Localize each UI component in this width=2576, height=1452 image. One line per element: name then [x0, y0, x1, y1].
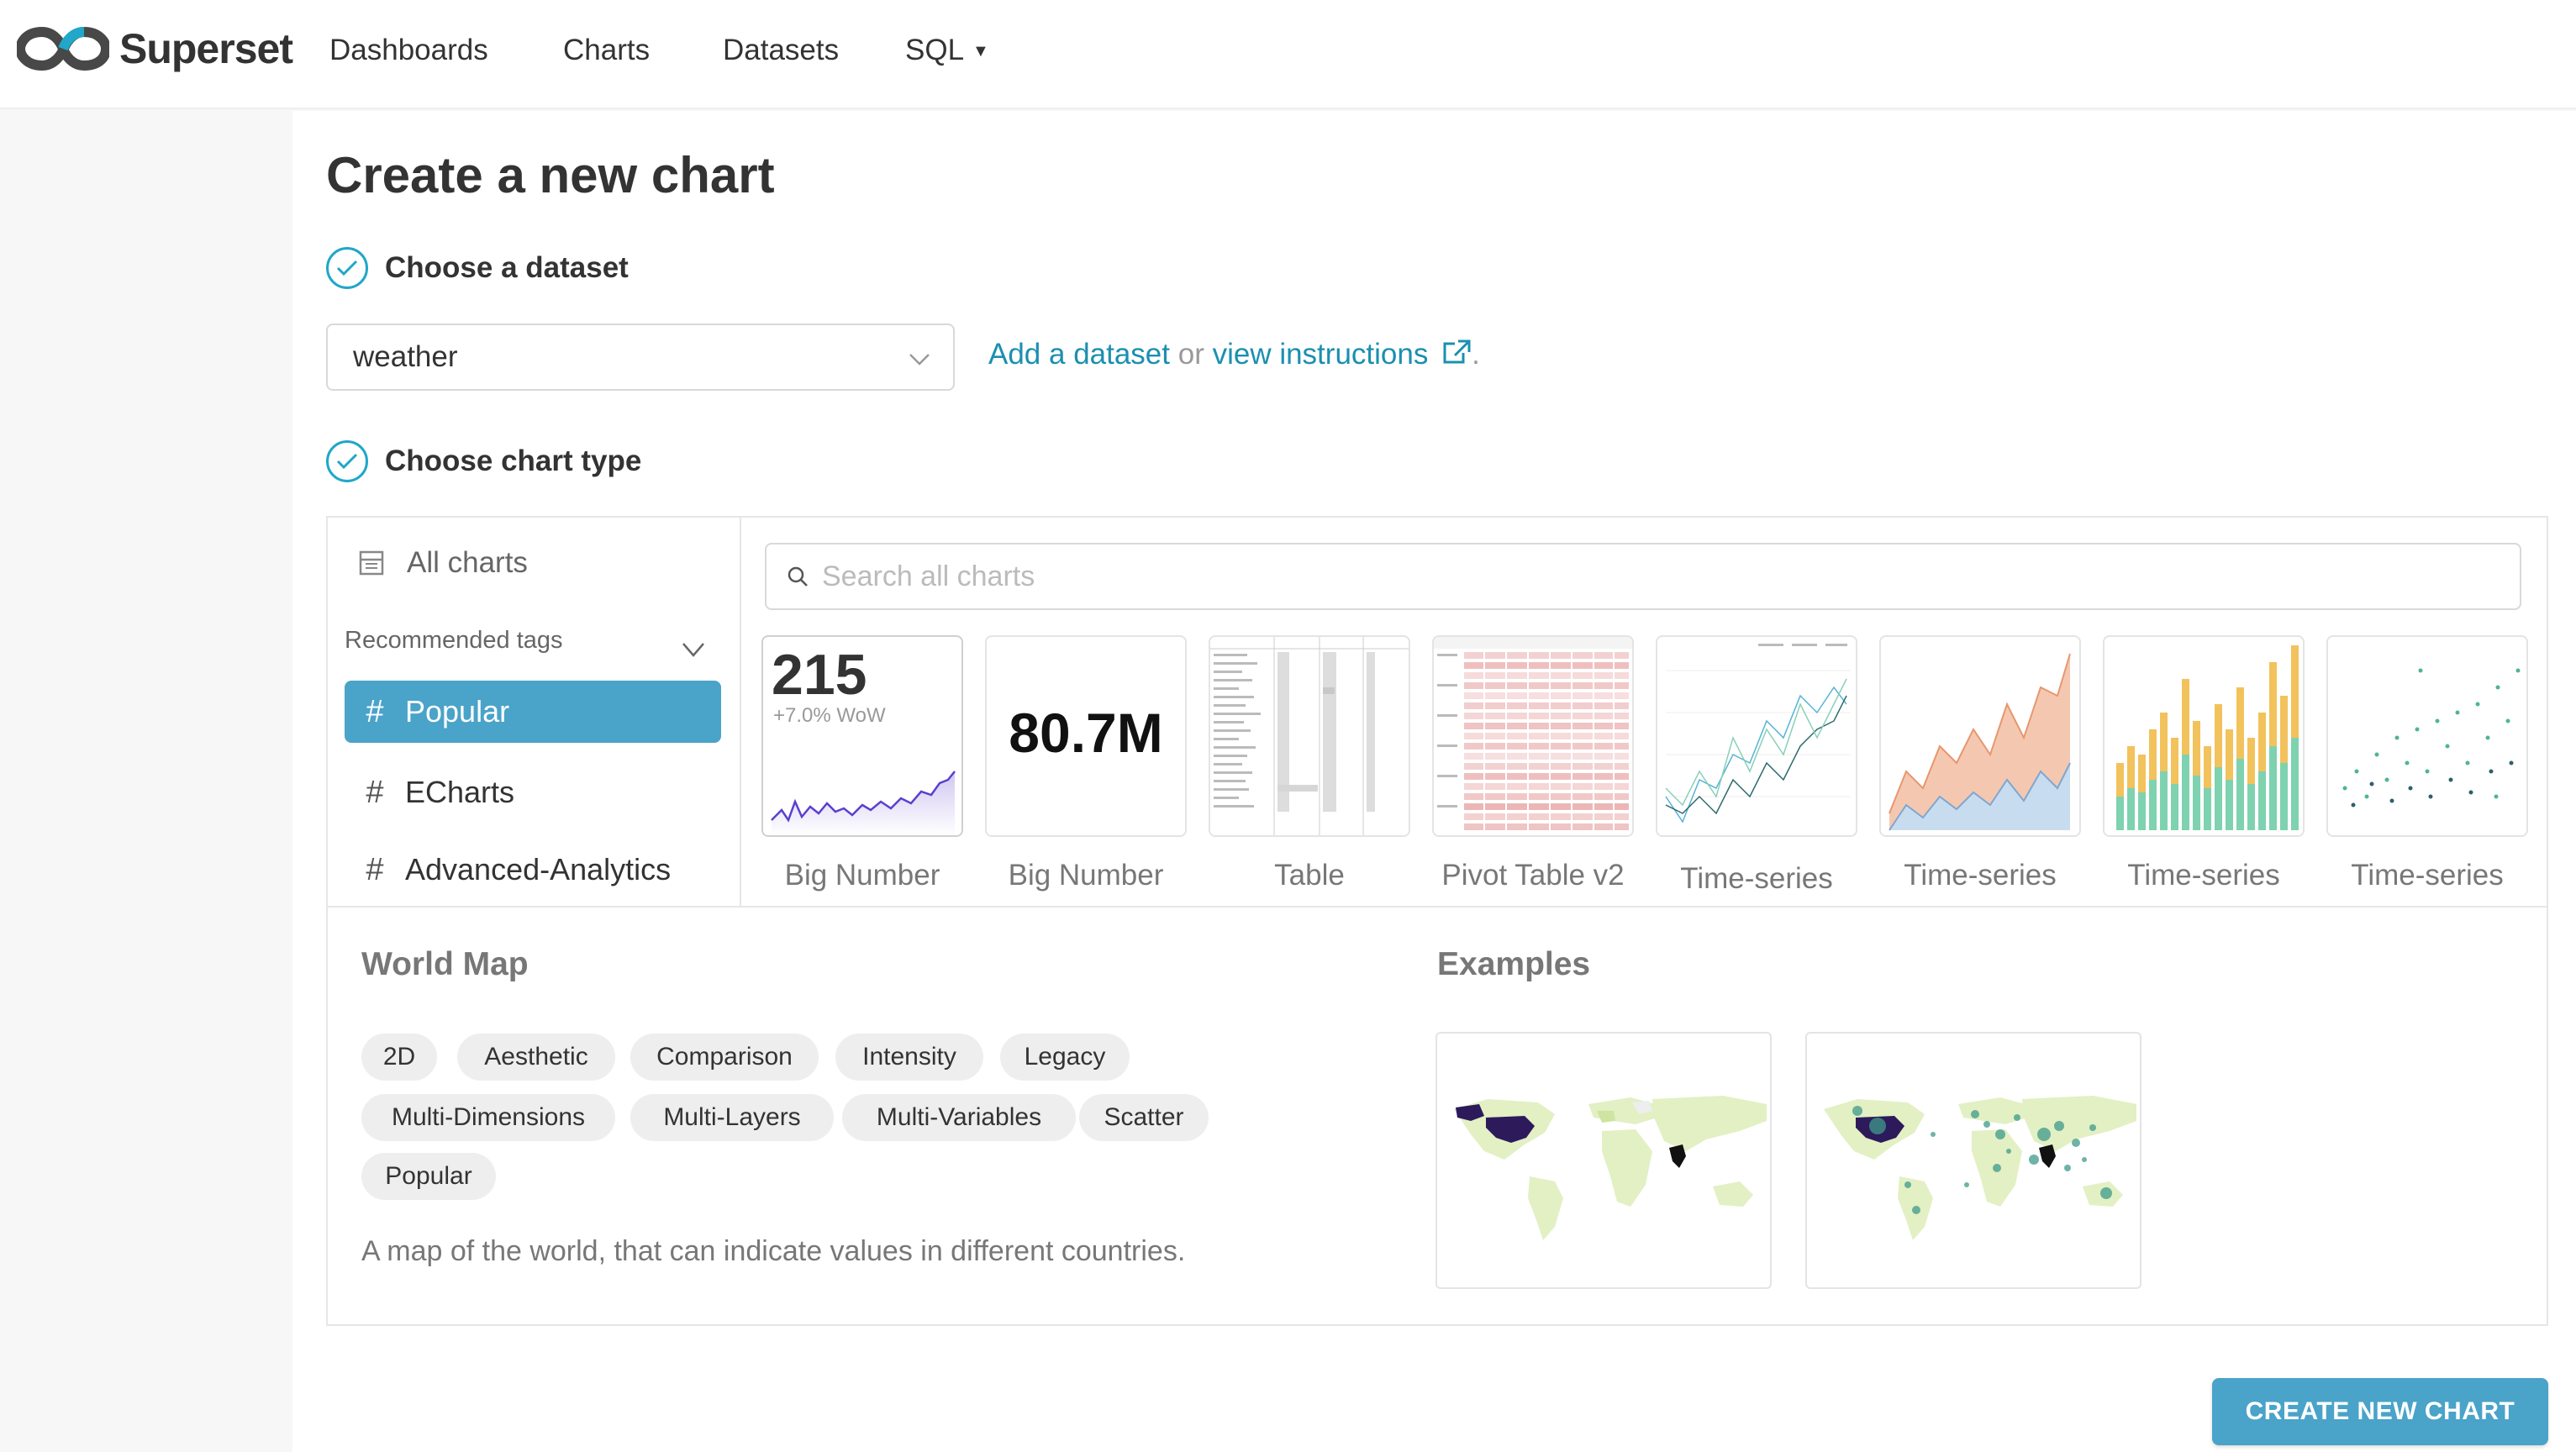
check-circle-icon [326, 247, 368, 289]
sidebar-divider [740, 518, 741, 906]
chart-thumb-big-number-trendline[interactable]: 215 +7.0% WoW [761, 635, 963, 837]
superset-infinity-icon [17, 26, 109, 71]
area-chart-graphic [1889, 653, 2071, 831]
chart-detail-name: World Map [361, 946, 529, 982]
chart-detail-description: A map of the world, that can indicate va… [361, 1235, 1186, 1267]
example-world-map-2[interactable] [1805, 1032, 2141, 1289]
examples-heading: Examples [1437, 946, 1591, 982]
or-text: or [1170, 338, 1213, 371]
step-choose-dataset: Choose a dataset [326, 247, 629, 289]
chart-label: Big Number [1008, 859, 1164, 892]
line-chart-graphic [1665, 644, 1851, 823]
chart-label: Time-series [1680, 862, 1833, 895]
nav-sql-label: SQL [905, 34, 965, 66]
step-choose-chart-type: Choose chart type [326, 440, 641, 482]
detail-tag: 2D [361, 1034, 437, 1081]
detail-tag: Aesthetic [457, 1034, 615, 1081]
sidebar-item-all-charts[interactable]: All charts [358, 546, 528, 580]
recommended-tags-heading[interactable]: Recommended tags [345, 627, 563, 654]
external-link-icon [1443, 339, 1471, 364]
detail-tag: Multi-Variables [842, 1094, 1076, 1141]
details-divider [328, 906, 2547, 908]
chart-thumb-time-series-scatter[interactable] [2326, 635, 2528, 837]
brand-name: Superset [119, 25, 293, 72]
dataset-select[interactable]: weather [326, 324, 955, 391]
world-map-graphic [1454, 1096, 1767, 1240]
top-navbar: Superset Dashboards Charts Datasets SQL ▼ [0, 0, 2576, 109]
trendline-graphic [771, 771, 956, 835]
all-charts-label: All charts [407, 546, 528, 579]
chart-thumb-table[interactable] [1209, 635, 1410, 837]
chart-search-box[interactable] [765, 543, 2521, 610]
detail-tag: Intensity [835, 1034, 983, 1081]
view-instructions-link[interactable]: view instructions [1213, 338, 1472, 371]
detail-tag: Legacy [1000, 1034, 1130, 1081]
chart-label: Pivot Table v2 [1441, 859, 1625, 892]
detail-tag: Popular [361, 1153, 496, 1200]
view-instructions-label: view instructions [1212, 338, 1429, 371]
pivot-table-graphic [1434, 637, 1632, 835]
sidebar-tag-echarts[interactable]: # ECharts [345, 761, 721, 823]
chart-label: Big Number [784, 859, 940, 892]
nav-datasets[interactable]: Datasets [723, 34, 840, 66]
detail-tag: Scatter [1079, 1094, 1209, 1141]
thumb-sub-value: +7.0% WoW [773, 704, 886, 727]
detail-tag: Multi-Layers [630, 1094, 834, 1141]
chart-thumb-pivot-table[interactable] [1432, 635, 1634, 837]
step-label: Choose a dataset [385, 251, 629, 284]
sidebar-tag-advanced-analytics[interactable]: # Advanced-Analytics [345, 840, 721, 899]
dataset-links: Add a dataset or view instructions . [988, 338, 1480, 371]
check-circle-icon [326, 440, 368, 482]
bar-chart-graphic [2116, 645, 2299, 830]
chart-thumb-time-series-bar[interactable] [2103, 635, 2305, 837]
thumb-big-value: 215 [772, 643, 867, 707]
superset-logo[interactable]: Superset [17, 24, 293, 74]
nav-sql[interactable]: SQL ▼ [905, 34, 989, 67]
chart-thumb-time-series-line[interactable] [1656, 635, 1857, 837]
dataset-select-value: weather [353, 340, 458, 373]
tag-label: Popular [405, 694, 510, 729]
detail-tag: Multi-Dimensions [361, 1094, 615, 1141]
chart-label: Time-series [1904, 859, 2057, 892]
thumb-big-value: 80.7M [1009, 702, 1163, 764]
chart-label: Time-series [2351, 859, 2504, 892]
tag-label: Advanced-Analytics [405, 852, 672, 886]
create-new-chart-button[interactable]: CREATE NEW CHART [2212, 1378, 2548, 1445]
add-dataset-link[interactable]: Add a dataset [988, 338, 1170, 371]
chart-picker-panel: All charts Recommended tags # Popular # … [326, 516, 2548, 1326]
chart-thumb-big-number[interactable]: 80.7M [985, 635, 1187, 837]
scatter-chart-graphic [2342, 668, 2521, 808]
detail-tag: Comparison [630, 1034, 819, 1081]
nav-dashboards[interactable]: Dashboards [329, 34, 488, 66]
chart-label: Time-series [2127, 859, 2280, 892]
search-icon [788, 566, 808, 587]
chart-thumb-time-series-area[interactable] [1879, 635, 2081, 837]
sidebar-tag-popular[interactable]: # Popular [345, 681, 721, 743]
tag-label: ECharts [405, 775, 515, 809]
chevron-down-icon[interactable] [681, 639, 706, 660]
table-graphic [1210, 637, 1409, 835]
hash-icon: # [366, 774, 384, 810]
search-input[interactable] [822, 560, 2419, 593]
chart-label: Table [1274, 859, 1345, 892]
chevron-down-icon [909, 354, 930, 366]
chart-list-icon [359, 550, 384, 576]
step-label: Choose chart type [385, 445, 642, 477]
links-trailing-dot: . [1472, 338, 1480, 371]
nav-charts[interactable]: Charts [563, 34, 651, 66]
hash-icon: # [366, 693, 384, 729]
world-map-bubbles-graphic [1824, 1096, 2136, 1240]
example-world-map-1[interactable] [1436, 1032, 1772, 1289]
caret-down-icon: ▼ [972, 42, 989, 61]
page-title: Create a new chart [326, 147, 775, 203]
hash-icon: # [366, 851, 384, 887]
